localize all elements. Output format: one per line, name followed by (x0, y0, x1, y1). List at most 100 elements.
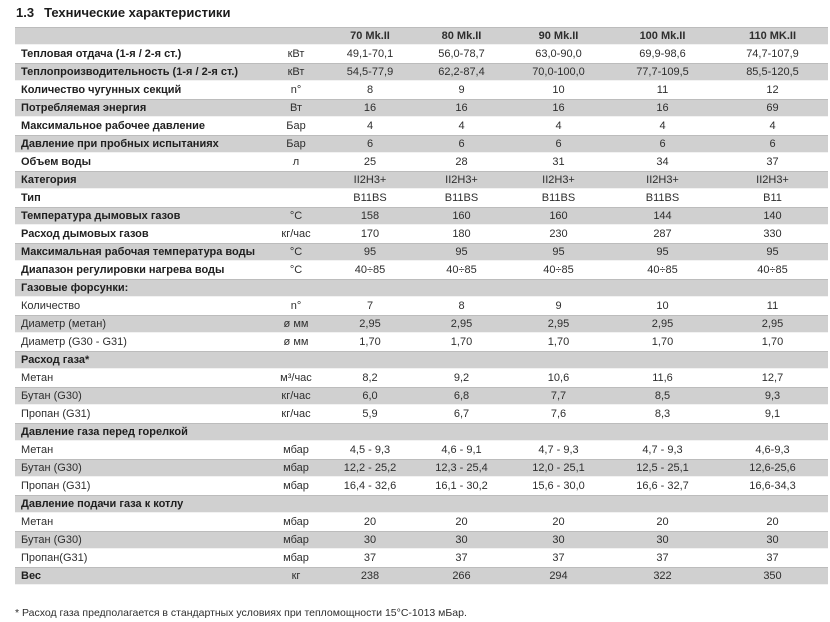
cell-value: B11BS (541, 192, 576, 204)
cell-value (717, 423, 828, 441)
cell-value: 9 (458, 84, 465, 96)
table-row: Тип B11BS B11BS B11BS B11BS B11 (15, 189, 828, 207)
cell-value: 1,70 (761, 336, 784, 348)
row-label: Вес (15, 567, 266, 585)
column-header: 70 Mk.II (326, 27, 414, 45)
row-unit: ø мм (283, 336, 309, 348)
cell-value: 6,0 (326, 387, 414, 405)
cell-value: 1,70 (651, 336, 674, 348)
cell-value: 37 (766, 156, 779, 168)
row-unit: кг/час (266, 387, 326, 405)
table-row: Метан мбар 4,5 - 9,3 4,6 - 9,1 4,7 - 9,3 4,7 … (15, 441, 828, 459)
table-row: Диаметр (G30 - G31) ø мм 1,70 1,70 1,70 1,70 1… (15, 333, 828, 351)
cell-value: 12,0 - 25,1 (509, 459, 608, 477)
cell-value: 37 (766, 552, 779, 564)
row-unit: мбар (266, 459, 326, 477)
cell-value: 20 (455, 516, 468, 528)
row-unit: л (292, 156, 300, 168)
cell-value: 49,1-70,1 (346, 48, 394, 60)
cell-value (414, 279, 509, 297)
cell-value: 95 (608, 243, 717, 261)
row-unit: °C (289, 264, 303, 276)
cell-value (608, 423, 717, 441)
cell-value: 16,6 - 32,7 (636, 480, 689, 492)
table-row: Диаметр (метан) ø мм 2,95 2,95 2,95 2,95 2,95 (15, 315, 828, 333)
row-label: Пропан (G31) (21, 408, 91, 420)
cell-value (326, 423, 414, 441)
cell-value: 140 (717, 207, 828, 225)
cell-value: 16,1 - 30,2 (435, 480, 488, 492)
table-row: Метан м³/час 8,2 9,2 10,6 11,6 12,7 (15, 369, 828, 387)
header-spacer-cell (266, 27, 326, 45)
row-label: Пропан(G31) (21, 552, 88, 564)
cell-value: 77,7-109,5 (608, 63, 717, 81)
cell-value: 40÷85 (446, 264, 477, 276)
cell-value: 287 (653, 228, 672, 240)
cell-value: 95 (717, 243, 828, 261)
cell-value: 95 (326, 243, 414, 261)
cell-value: B11BS (444, 192, 479, 204)
spec-table: 70 Mk.II 80 Mk.II 90 Mk.II 100 Mk.II 110 MK.… (15, 27, 828, 585)
cell-value: 144 (608, 207, 717, 225)
cell-value: 4 (366, 120, 374, 132)
row-label: Диапазон регулировки нагрева воды (21, 264, 225, 276)
row-label: Метан (21, 516, 54, 528)
cell-value: 322 (608, 567, 717, 585)
cell-value (326, 495, 414, 513)
cell-value: 40÷85 (354, 264, 386, 276)
table-row: Диапазон регулировки нагрева воды °C 40÷85… (15, 261, 828, 279)
cell-value: II2H3+ (509, 171, 608, 189)
cell-value: 4,7 - 9,3 (538, 444, 579, 456)
cell-value: 350 (717, 567, 828, 585)
cell-value (326, 279, 414, 297)
cell-value: 69,9-98,6 (639, 48, 686, 60)
cell-value: 30 (326, 531, 414, 549)
column-header: 100 Mk.II (608, 27, 717, 45)
cell-value: 6 (608, 135, 717, 153)
cell-value: 4,6 - 9,1 (441, 444, 482, 456)
spec-table-body: Тепловая отдача (1-я / 2-я ст.) кВт 49,1-7… (15, 45, 828, 585)
cell-value: 1,70 (547, 336, 570, 348)
cell-value: 37 (455, 552, 468, 564)
cell-value: 12 (766, 84, 779, 96)
cell-value: 8,2 (362, 372, 378, 384)
row-unit: мбар (283, 444, 309, 456)
cell-value: 4 (769, 120, 776, 132)
row-unit: мбар (283, 552, 309, 564)
cell-value: 9,3 (717, 387, 828, 405)
cell-value: 6,8 (414, 387, 509, 405)
section-row: Газовые форсунки: (15, 279, 828, 297)
table-row: Теплопроизводительность (1-я / 2-я ст.) к… (15, 63, 828, 81)
row-label: Метан (21, 372, 54, 384)
cell-value: 6,7 (453, 408, 470, 420)
row-label: Потребляемая энергия (15, 99, 266, 117)
row-label: Пропан (G31) (21, 480, 91, 492)
cell-value: 30 (717, 531, 828, 549)
row-unit: кВт (287, 48, 305, 60)
table-row: Тепловая отдача (1-я / 2-я ст.) кВт 49,1-7… (15, 45, 828, 63)
cell-value: B11BS (645, 192, 680, 204)
cell-value: 12,7 (761, 372, 784, 384)
table-row: Бутан (G30) мбар 12,2 - 25,2 12,3 - 25,4 12,… (15, 459, 828, 477)
cell-value: 6 (717, 135, 828, 153)
cell-value: 30 (608, 531, 717, 549)
cell-value (414, 495, 509, 513)
table-row: Давление при пробных испытаниях Бар 6 6 6 6 6 (15, 135, 828, 153)
cell-value: 16,6-34,3 (749, 480, 796, 492)
row-label: Давление при пробных испытаниях (15, 135, 266, 153)
cell-value: 7 (366, 300, 374, 312)
cell-value: 37 (363, 552, 377, 564)
cell-value: 54,5-77,9 (326, 63, 414, 81)
row-unit: кг/час (281, 228, 311, 240)
table-row: Потребляемая энергия Вт 16 16 16 16 69 (15, 99, 828, 117)
cell-value: 12,2 - 25,2 (326, 459, 414, 477)
cell-value: 6 (326, 135, 414, 153)
cell-value (509, 351, 608, 369)
cell-value: 30 (509, 531, 608, 549)
row-unit: мбар (283, 480, 309, 492)
table-row: Вес кг 238 266 294 322 350 (15, 567, 828, 585)
row-label: Расход дымовых газов (21, 228, 149, 240)
cell-value (509, 279, 608, 297)
cell-value (414, 423, 509, 441)
cell-value: 170 (360, 228, 380, 240)
